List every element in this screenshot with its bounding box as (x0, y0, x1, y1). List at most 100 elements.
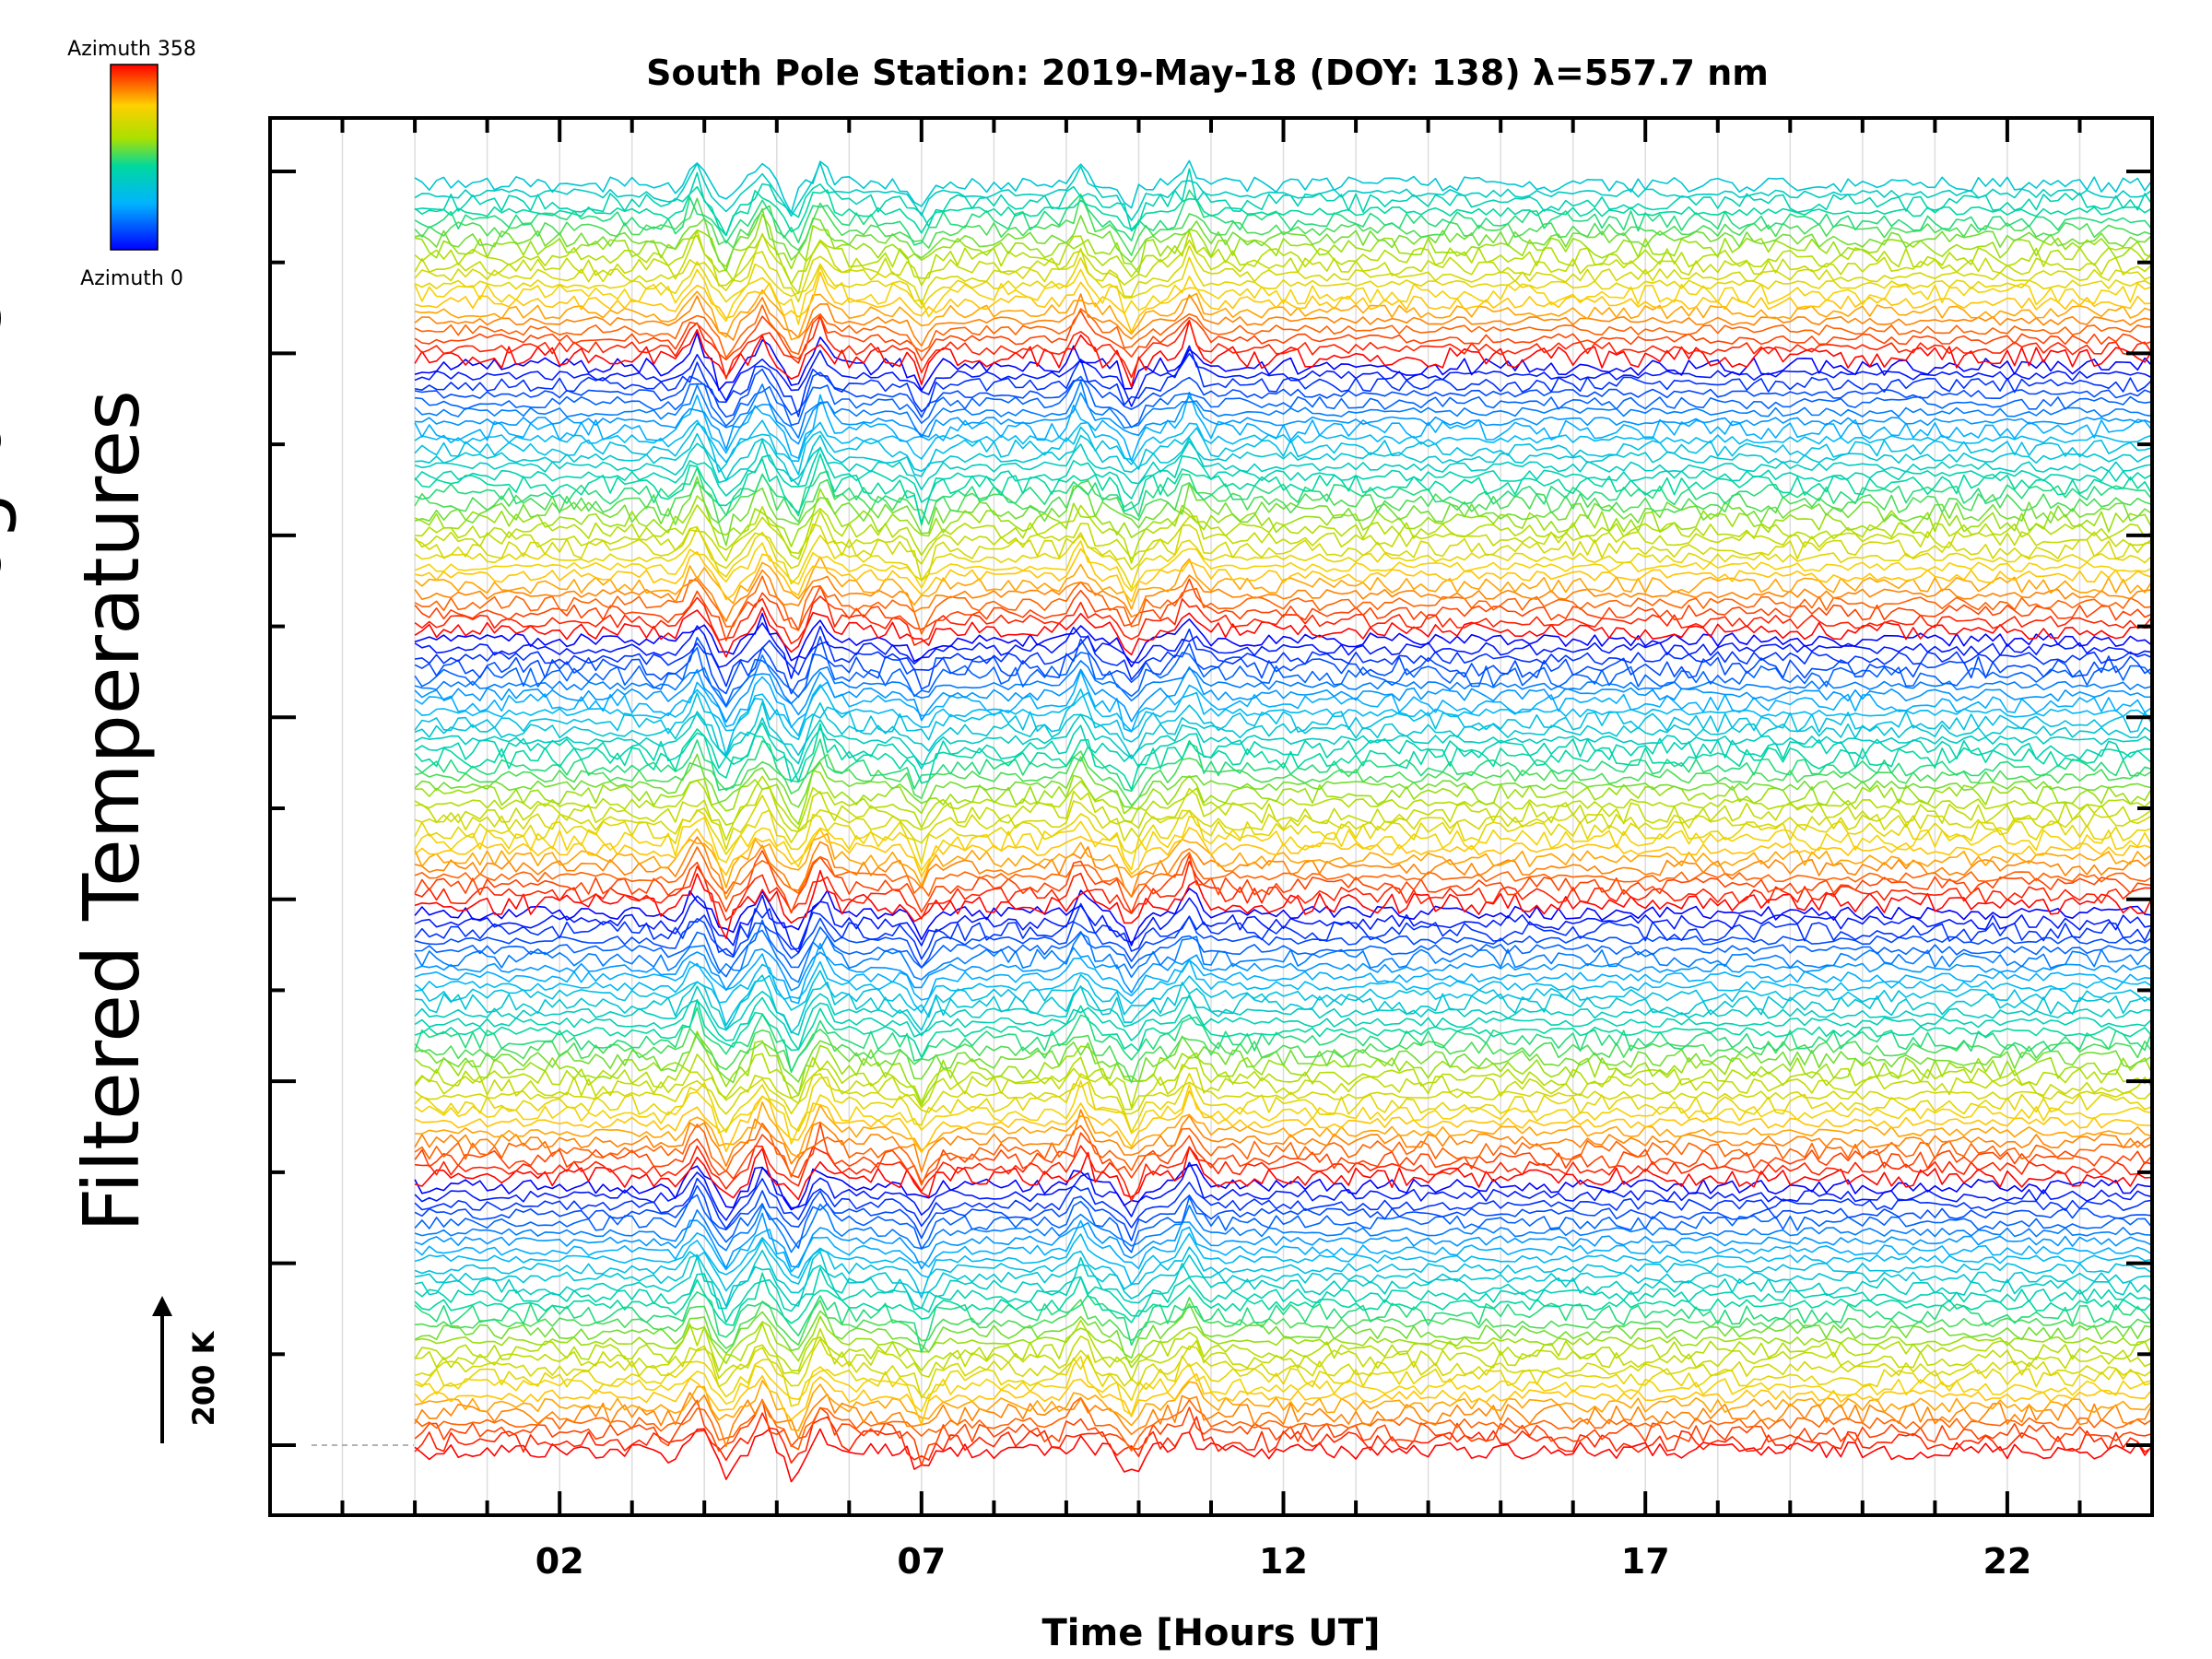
series-line (414, 230, 2152, 285)
series-line (414, 256, 2152, 310)
series-line (415, 919, 2152, 978)
scale-bar: 200 K (152, 1296, 221, 1443)
x-tick-label: 07 (897, 1541, 946, 1582)
series-group (414, 159, 2152, 1483)
x-tick-labels: 02 07 12 17 22 (535, 1541, 2032, 1582)
series-line (414, 1354, 2152, 1407)
series-line (414, 832, 2152, 888)
y-axis-label-cut: ograms (0, 297, 18, 588)
series-line (414, 894, 2152, 954)
series-line (414, 1398, 2152, 1466)
series-line (414, 1272, 2152, 1326)
series-line (414, 293, 2152, 347)
series-line (414, 1123, 2152, 1186)
series-line (414, 942, 2152, 1005)
series-line (414, 194, 2152, 256)
series-line (414, 595, 2152, 646)
series-line (414, 1372, 2152, 1426)
series-line (414, 345, 2152, 407)
series-line (415, 1145, 2152, 1202)
series-line (414, 794, 2152, 851)
series-line (414, 646, 2152, 707)
series-line (414, 1006, 2152, 1074)
series-line (414, 189, 2152, 246)
x-tick-label: 12 (1259, 1541, 1308, 1582)
series-line (414, 523, 2152, 582)
series-line (414, 1032, 2152, 1084)
series-line (414, 578, 2152, 641)
series-line (414, 846, 2152, 899)
series-line (414, 1089, 2152, 1153)
x-axis-label: Time [Hours UT] (1042, 1612, 1381, 1654)
y-axis-label-group: Filtered Temperatures ograms (0, 297, 157, 1232)
series-line (414, 947, 2152, 994)
series-line (414, 476, 2152, 547)
series-line (414, 319, 2152, 388)
series-line (414, 959, 2152, 1014)
series-line (414, 466, 2152, 526)
series-line (414, 1073, 2152, 1115)
series-line (414, 1184, 2152, 1241)
series-line (414, 1052, 2152, 1109)
series-line (414, 808, 2152, 865)
series-line (414, 159, 2152, 214)
series-line (414, 929, 2152, 983)
series-line (414, 271, 2152, 334)
series-line (414, 998, 2152, 1059)
series-line (414, 540, 2152, 593)
series-line (414, 1250, 2152, 1308)
series-line (415, 392, 2152, 451)
x-tick-label: 22 (1983, 1541, 2031, 1582)
series-line (414, 1412, 2152, 1464)
series-line (414, 786, 2152, 841)
series-line (414, 1203, 2152, 1253)
series-line (414, 1027, 2152, 1084)
series-line (414, 738, 2152, 793)
series-line (414, 510, 2152, 565)
series-line (414, 1194, 2152, 1253)
series-line (414, 352, 2152, 418)
series-line (414, 1355, 2152, 1416)
series-line (414, 162, 2152, 221)
series-line (414, 1380, 2152, 1431)
series-line (415, 1328, 2152, 1382)
y-axis-label: Filtered Temperatures (66, 390, 157, 1232)
colorbar-top-label: Azimuth 358 (67, 38, 196, 61)
series-line (414, 569, 2152, 622)
series-line (414, 304, 2152, 359)
series-line (414, 635, 2152, 695)
series-line (414, 315, 2152, 380)
series-line (414, 850, 2152, 914)
chart-title: South Pole Station: 2019-May-18 (DOY: 13… (646, 53, 1769, 93)
series-line (414, 816, 2152, 872)
series-line (414, 654, 2152, 708)
series-line (414, 265, 2152, 325)
series-line (414, 750, 2152, 806)
series-line (414, 419, 2152, 465)
x-tick-label: 02 (535, 1541, 584, 1582)
series-line (414, 1291, 2152, 1353)
series-line (414, 836, 2152, 900)
series-line (414, 1255, 2152, 1310)
series-line (414, 902, 2152, 960)
series-line (414, 869, 2152, 940)
series-line (415, 1297, 2152, 1349)
series-line (414, 1266, 2152, 1324)
series-line (415, 432, 2152, 483)
series-line (414, 612, 2152, 668)
series-line (414, 1146, 2152, 1201)
series-line (414, 628, 2152, 688)
series-line (415, 1101, 2152, 1159)
series-line (414, 606, 2152, 658)
series-line (414, 994, 2152, 1051)
series-line (414, 453, 2152, 524)
series-line (414, 547, 2152, 603)
series-line (414, 700, 2152, 759)
series-line (414, 1212, 2152, 1270)
series-line (414, 1161, 2152, 1221)
series-line (414, 446, 2152, 503)
colorbar-bottom-label: Azimuth 0 (80, 267, 183, 290)
series-line (414, 168, 2152, 237)
series-line (414, 1239, 2152, 1299)
series-line (414, 722, 2152, 783)
